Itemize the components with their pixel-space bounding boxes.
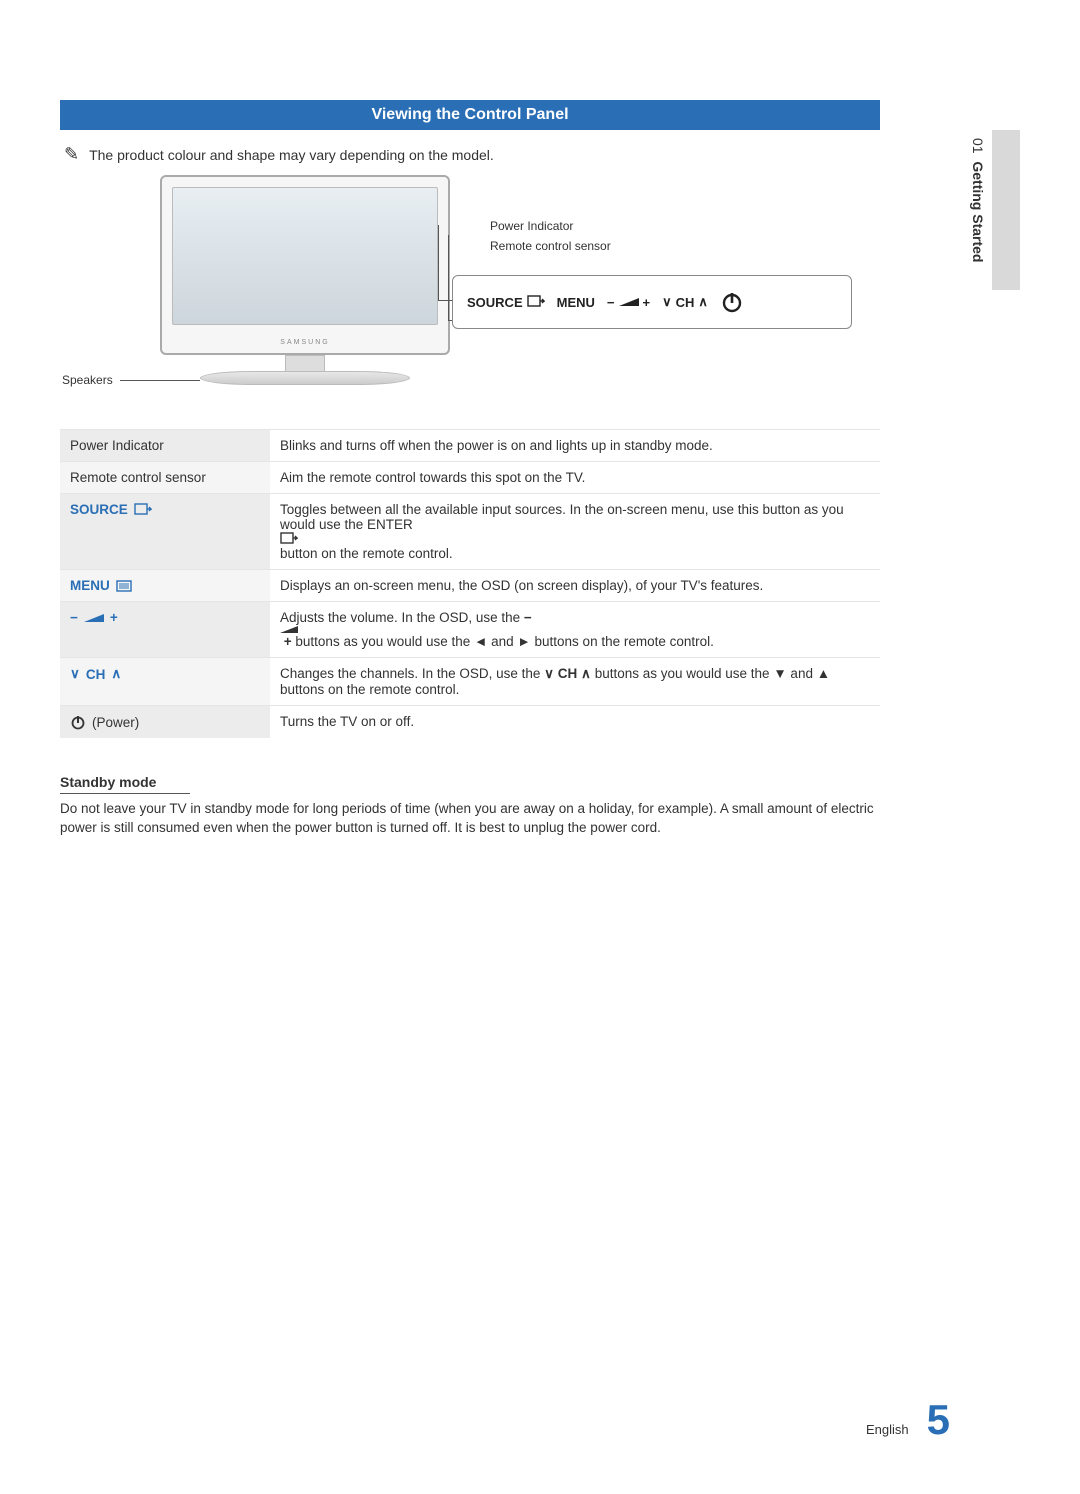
ch-up-icon: ∧: [698, 294, 708, 310]
leader-line: [120, 380, 200, 381]
strip-channel: ∨ CH ∧: [662, 294, 708, 310]
strip-source: SOURCE: [467, 295, 545, 310]
enter-icon: [134, 503, 152, 517]
vol-plus: +: [643, 295, 651, 310]
callout-remote-sensor: Remote control sensor: [490, 239, 611, 253]
table-row: ∨ CH ∧ Changes the channels. In the OSD,…: [60, 658, 880, 706]
tv-diagram: SAMSUNG Power Indicator Remote control s…: [60, 175, 880, 415]
standby-heading: Standby mode: [60, 774, 190, 794]
note-row: ✎ The product colour and shape may vary …: [64, 144, 1020, 165]
note-text: The product colour and shape may vary de…: [89, 147, 494, 163]
row-desc: Adjusts the volume. In the OSD, use the …: [270, 602, 880, 658]
strip-source-label: SOURCE: [467, 295, 523, 310]
row-desc: Blinks and turns off when the power is o…: [270, 430, 880, 462]
note-icon: ✎: [64, 144, 79, 165]
enter-icon: [527, 295, 545, 309]
tv-logo: SAMSUNG: [280, 339, 329, 346]
table-row: Remote control sensor Aim the remote con…: [60, 462, 880, 494]
row-desc: Displays an on-screen menu, the OSD (on …: [270, 570, 880, 602]
row-desc: Changes the channels. In the OSD, use th…: [270, 658, 880, 706]
row-desc: Toggles between all the available input …: [270, 494, 880, 570]
power-icon: [70, 714, 86, 730]
standby-body: Do not leave your TV in standby mode for…: [60, 800, 880, 838]
power-icon: [720, 290, 744, 314]
control-strip: SOURCE MENU − + ∨ CH ∧: [452, 275, 852, 329]
ch-down-icon: ∨: [662, 294, 672, 310]
menu-icon: [116, 580, 132, 592]
page-number: 5: [927, 1396, 950, 1444]
table-row: MENU Displays an on-screen menu, the OSD…: [60, 570, 880, 602]
volume-wedge-icon: [619, 297, 639, 307]
vol-minus: −: [607, 295, 615, 310]
table-row: − + Adjusts the volume. In the OSD, use …: [60, 602, 880, 658]
strip-menu-label: MENU: [557, 295, 595, 310]
row-label: MENU: [60, 570, 270, 602]
table-row: (Power) Turns the TV on or off.: [60, 706, 880, 739]
ch-label: CH: [676, 295, 695, 310]
row-desc: Turns the TV on or off.: [270, 706, 880, 739]
strip-volume: − +: [607, 295, 650, 310]
leader-line: [438, 225, 439, 300]
tv-frame: SAMSUNG: [160, 175, 450, 355]
row-label: Power Indicator: [60, 430, 270, 462]
row-desc: Aim the remote control towards this spot…: [270, 462, 880, 494]
section-title: Viewing the Control Panel: [371, 106, 568, 123]
row-label: ∨ CH ∧: [60, 658, 270, 706]
strip-menu: MENU: [557, 295, 595, 310]
controls-table: Power Indicator Blinks and turns off whe…: [60, 429, 880, 738]
tv-stand-base: [200, 371, 410, 385]
row-label: (Power): [60, 706, 270, 739]
callout-power-indicator: Power Indicator: [490, 219, 573, 233]
row-label: − +: [60, 602, 270, 658]
speakers-label: Speakers: [62, 373, 113, 387]
tv-screen: [172, 187, 438, 325]
volume-wedge-icon: [84, 613, 104, 623]
row-label: SOURCE: [60, 494, 270, 570]
section-header: Viewing the Control Panel: [60, 100, 880, 130]
footer-language: English: [866, 1422, 909, 1437]
table-row: SOURCE Toggles between all the available…: [60, 494, 880, 570]
page-footer: English 5: [866, 1396, 950, 1444]
strip-power: [720, 290, 744, 314]
standby-section: Standby mode Do not leave your TV in sta…: [60, 774, 880, 838]
enter-icon: [280, 532, 870, 546]
volume-wedge-icon: [280, 625, 870, 634]
page-content: Viewing the Control Panel ✎ The product …: [0, 0, 1080, 878]
row-label: Remote control sensor: [60, 462, 270, 494]
table-row: Power Indicator Blinks and turns off whe…: [60, 430, 880, 462]
leader-line: [448, 235, 449, 320]
